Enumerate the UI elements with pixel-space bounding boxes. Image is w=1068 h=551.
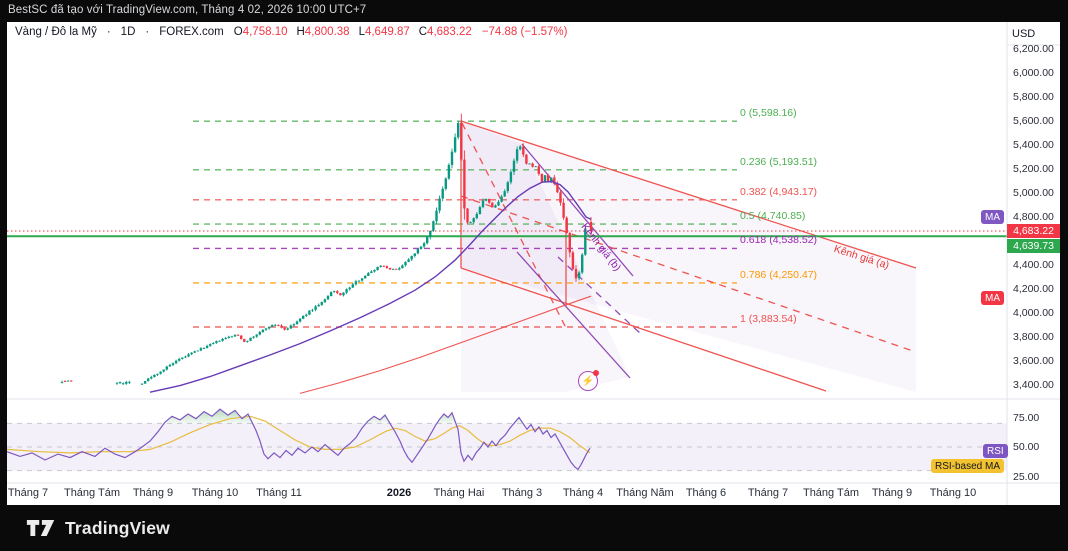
footer-bar: TradingView — [0, 505, 1068, 551]
attribution-text: BestSC đã tạo với TradingView.com, Tháng… — [8, 4, 367, 16]
tradingview-logo-icon — [26, 520, 55, 536]
tradingview-logo[interactable]: TradingView — [26, 518, 170, 539]
tradingview-logo-text: TradingView — [65, 517, 170, 538]
right-frame-strip — [1060, 0, 1068, 551]
